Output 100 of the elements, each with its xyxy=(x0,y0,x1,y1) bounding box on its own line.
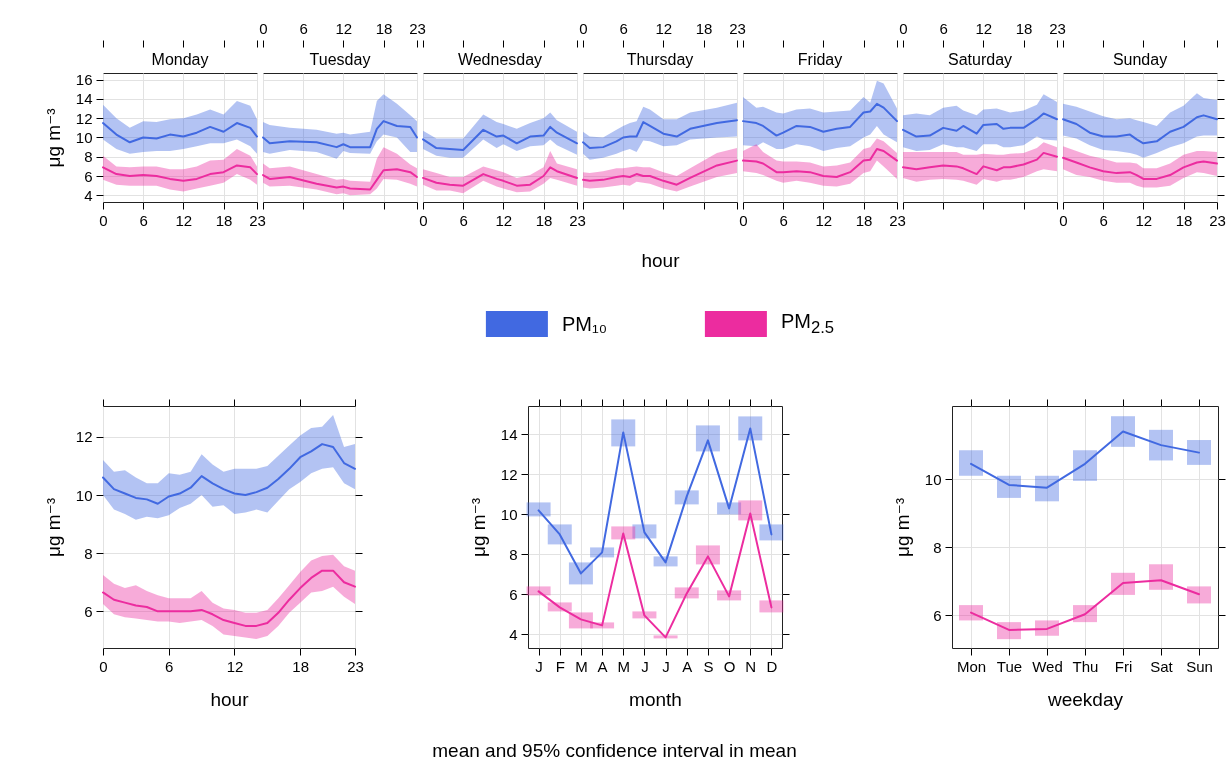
x-tick-label: 23 xyxy=(347,657,364,675)
y-tick-label: 12 xyxy=(75,109,93,127)
y-tick-label: 16 xyxy=(75,71,93,89)
y-tick-label: 12 xyxy=(500,465,518,483)
y-tick-label: 6 xyxy=(933,606,942,624)
x-tick-label: 6 xyxy=(165,657,174,675)
legend-label: PM$_{2.5}$ xyxy=(780,310,835,338)
x2-tick-label: 12 xyxy=(655,19,673,37)
text: mean and 95% confidence interval in mean xyxy=(431,740,798,762)
x-tick-label: J xyxy=(641,657,649,675)
x-tick-label: 6 xyxy=(459,211,468,229)
y-tick-label: 4 xyxy=(509,625,518,643)
y-tick-label: 6 xyxy=(84,602,93,620)
x-tick-label: 23 xyxy=(889,211,906,229)
x-tick-label: 23 xyxy=(569,211,586,229)
chart-title: Tuesday xyxy=(309,51,371,68)
x2-tick-label: 12 xyxy=(335,19,353,37)
x-tick-label: 12 xyxy=(226,657,244,675)
y-tick-label: 4 xyxy=(84,186,93,204)
chart-title: Sunday xyxy=(1112,51,1168,68)
x-tick-label: 0 xyxy=(1059,211,1068,229)
line-series xyxy=(537,427,773,575)
chart-title: Friday xyxy=(797,51,843,68)
x2-tick-label: 0 xyxy=(259,19,268,37)
x2-tick-label: 23 xyxy=(729,19,746,37)
x-tick-label: N xyxy=(745,657,757,675)
chart-title: Saturday xyxy=(947,51,1013,68)
y-tick-label: 8 xyxy=(84,544,93,562)
y-axis-title: μg m⁻³ xyxy=(42,108,64,168)
x2-tick-label: 18 xyxy=(1015,19,1033,37)
x-axis-title: month xyxy=(629,688,682,710)
x-tick-label: Mon xyxy=(956,657,987,675)
chart-title: Wednesday xyxy=(457,51,543,68)
x-tick-label: 18 xyxy=(535,211,553,229)
x-tick-label: Wed xyxy=(1032,657,1063,675)
line-series xyxy=(537,512,773,639)
x-tick-label: 12 xyxy=(175,211,193,229)
x-tick-label: Sun xyxy=(1186,657,1213,675)
y-tick-label: 10 xyxy=(75,129,93,146)
x-tick-label: J xyxy=(662,657,670,675)
x-axis-title: hour xyxy=(641,250,681,271)
x2-tick-label: 12 xyxy=(975,19,993,37)
y-axis-title: μg m⁻³ xyxy=(891,498,913,557)
x-tick-label: 0 xyxy=(739,211,748,229)
x-tick-label: 18 xyxy=(1175,211,1193,229)
x-tick-label: 6 xyxy=(779,211,788,229)
x-tick-label: Fri xyxy=(1114,657,1133,675)
legend-label: PM₁₀ xyxy=(561,312,607,336)
x-tick-label: O xyxy=(723,657,736,675)
x-tick-label: S xyxy=(703,657,714,675)
x-tick-label: 23 xyxy=(249,211,266,229)
x2-tick-label: 18 xyxy=(695,19,713,37)
y-tick-label: 6 xyxy=(84,167,93,185)
x-tick-label: J xyxy=(535,657,543,675)
x-tick-label: 23 xyxy=(1209,211,1226,229)
x2-tick-label: 18 xyxy=(375,19,393,37)
chart-title: Thursday xyxy=(626,51,694,68)
y-tick-label: 8 xyxy=(84,148,93,166)
x-axis-title: hour xyxy=(210,688,250,710)
x-tick-label: Tue xyxy=(996,657,1023,675)
y-tick-label: 8 xyxy=(933,538,942,556)
y-tick-label: 12 xyxy=(75,428,93,446)
x2-tick-label: 23 xyxy=(1049,19,1066,37)
x-tick-label: F xyxy=(555,657,565,675)
x-tick-label: 18 xyxy=(292,657,310,675)
x-tick-label: 0 xyxy=(419,211,428,229)
line-series xyxy=(102,164,258,182)
x2-tick-label: 6 xyxy=(299,19,308,37)
x2-tick-label: 6 xyxy=(619,19,628,37)
y-tick-label: 10 xyxy=(500,505,518,523)
y-axis-title: μg m⁻³ xyxy=(467,498,489,557)
x-tick-label: A xyxy=(682,657,693,675)
x-tick-label: 0 xyxy=(99,211,108,229)
x-tick-label: 12 xyxy=(815,211,833,229)
x-tick-label: 6 xyxy=(139,211,148,229)
x-axis-title: weekday xyxy=(1047,688,1124,710)
x-tick-label: D xyxy=(766,657,778,675)
x-tick-label: M xyxy=(617,657,630,675)
line-series xyxy=(970,430,1200,489)
x2-tick-label: 0 xyxy=(899,19,908,37)
x-tick-label: M xyxy=(575,657,588,675)
x-tick-label: 0 xyxy=(99,657,108,675)
line-series xyxy=(102,122,258,144)
y-tick-label: 10 xyxy=(924,470,942,488)
x-tick-label: 6 xyxy=(1099,211,1108,229)
y-axis-title: μg m⁻³ xyxy=(42,498,64,557)
y-tick-label: 14 xyxy=(75,90,93,108)
line-series xyxy=(102,443,356,505)
line-series xyxy=(970,579,1200,631)
x-tick-label: Sat xyxy=(1150,657,1174,675)
y-tick-label: 6 xyxy=(509,585,518,603)
y-tick-label: 10 xyxy=(75,486,93,504)
x-tick-label: Thu xyxy=(1072,657,1099,675)
x-tick-label: A xyxy=(597,657,608,675)
y-tick-label: 8 xyxy=(509,545,518,563)
x2-tick-label: 23 xyxy=(409,19,426,37)
x-tick-label: 12 xyxy=(1135,211,1153,229)
x2-tick-label: 0 xyxy=(579,19,588,37)
x-tick-label: 18 xyxy=(215,211,233,229)
x-tick-label: 18 xyxy=(855,211,873,229)
